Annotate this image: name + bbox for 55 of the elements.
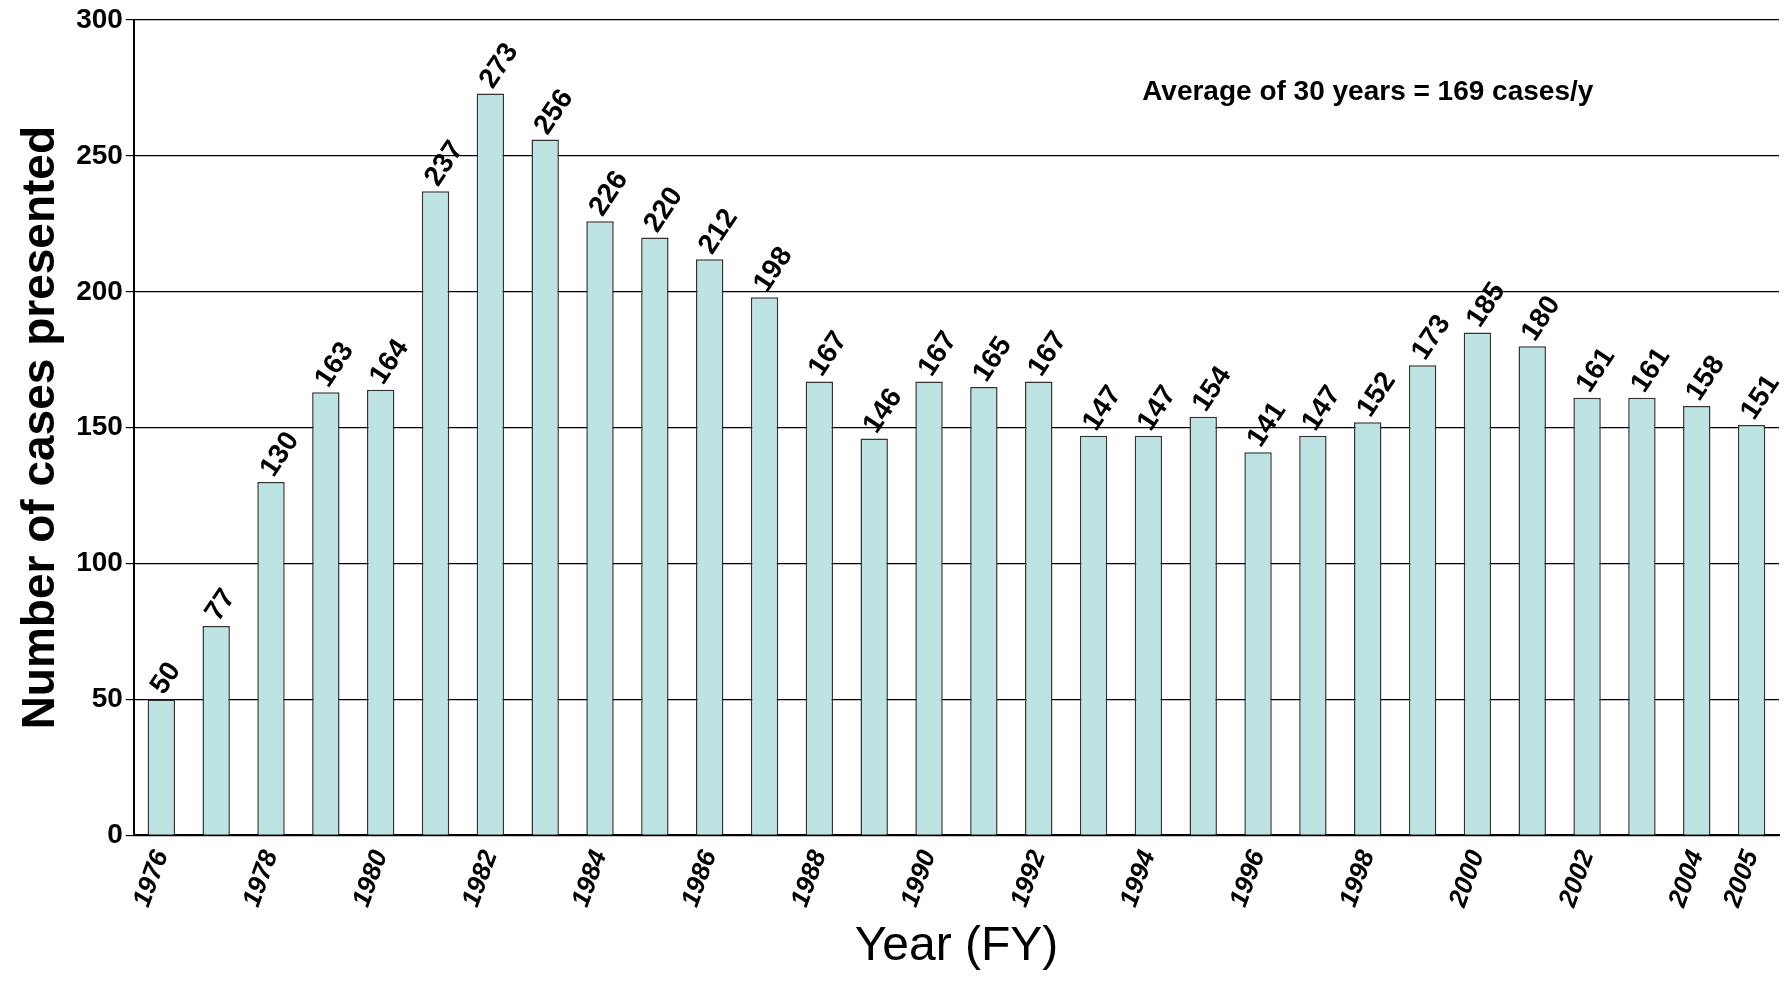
x-tick-label: 1980 <box>345 845 394 911</box>
y-tick-label: 0 <box>107 818 123 850</box>
data-label: 147 <box>1075 379 1127 436</box>
data-label: 167 <box>910 325 963 382</box>
y-tick-label: 100 <box>76 546 123 578</box>
data-label: 165 <box>965 330 1018 387</box>
data-label: 167 <box>1020 325 1073 382</box>
y-axis-title: Number of cases presented <box>12 126 65 730</box>
data-label: 130 <box>252 425 305 482</box>
data-label: 173 <box>1404 308 1456 365</box>
x-tick-label: 1996 <box>1222 845 1271 911</box>
x-tick-label: 2000 <box>1441 845 1490 912</box>
x-tick-label: 1994 <box>1112 845 1161 911</box>
data-label: 273 <box>471 36 524 94</box>
data-label: 151 <box>1733 368 1785 425</box>
data-label: 146 <box>855 382 908 439</box>
y-tick-label: 250 <box>76 138 123 170</box>
data-label: 141 <box>1239 395 1292 452</box>
x-tick-label: 2002 <box>1551 845 1600 912</box>
x-tick-label: 1992 <box>1003 845 1052 911</box>
y-tick-label: 50 <box>91 682 123 714</box>
data-label: 50 <box>142 655 187 700</box>
x-tick-label: 1978 <box>235 845 284 911</box>
data-label: 256 <box>526 83 579 140</box>
x-tick-label: 1982 <box>454 845 503 911</box>
data-label: 147 <box>1294 379 1347 436</box>
x-tick-label: 1998 <box>1332 845 1381 911</box>
data-label: 147 <box>1130 379 1182 436</box>
data-label: 167 <box>801 325 853 382</box>
x-axis-title: Year (FY) <box>854 917 1059 971</box>
data-label: 185 <box>1459 276 1511 333</box>
x-tick-label: 1986 <box>674 845 723 911</box>
data-label: 226 <box>581 164 634 221</box>
y-tick-label: 200 <box>76 274 123 306</box>
data-label: 154 <box>1184 360 1237 417</box>
data-label: 161 <box>1623 341 1676 398</box>
x-tick-label: 1990 <box>893 845 942 911</box>
x-tick-label: 1976 <box>125 845 174 911</box>
data-label: 163 <box>307 335 360 392</box>
data-label: 152 <box>1349 365 1402 422</box>
annotation: Average of 30 years = 169 cases/y <box>1142 74 1594 106</box>
data-label: 158 <box>1678 349 1731 406</box>
data-label: 161 <box>1568 341 1621 398</box>
data-label: 164 <box>362 332 415 390</box>
x-tick-label: 2004 <box>1660 845 1710 912</box>
data-label: 77 <box>197 582 241 626</box>
y-tick-label: 150 <box>76 410 123 442</box>
data-label: 212 <box>691 202 744 259</box>
data-label: 198 <box>746 240 798 297</box>
x-tick-label: 2005 <box>1715 845 1765 912</box>
data-label: 220 <box>636 180 689 238</box>
y-tick-label: 300 <box>76 2 123 34</box>
x-tick-label: 1984 <box>564 845 613 911</box>
x-tick-label: 1988 <box>783 845 832 911</box>
data-label: 180 <box>1513 289 1566 346</box>
